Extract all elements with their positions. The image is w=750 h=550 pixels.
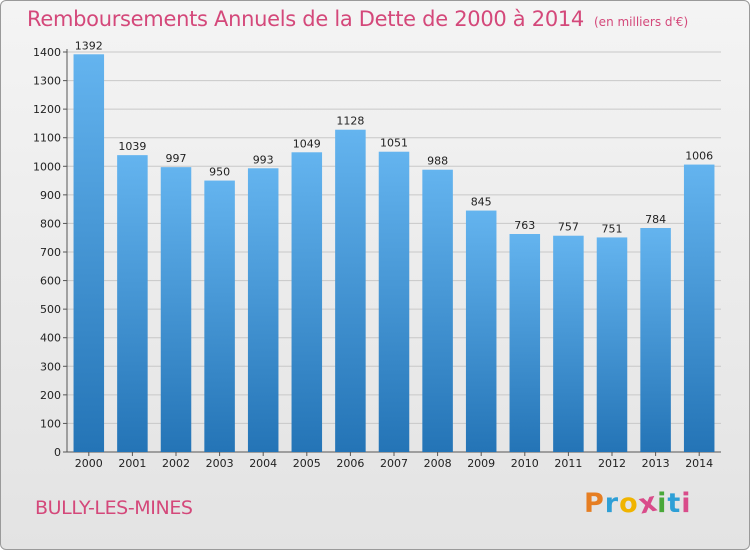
- data-label-2001: 1039: [118, 140, 146, 153]
- x-tick-label: 2001: [118, 457, 146, 470]
- x-tick-label: 2003: [206, 457, 234, 470]
- y-tick-label: 800: [40, 217, 61, 230]
- bar-2008: [422, 169, 453, 452]
- logo-letter: o: [619, 488, 639, 519]
- y-tick-label: 0: [54, 446, 61, 459]
- y-tick-label: 600: [40, 275, 61, 288]
- x-tick-label: 2009: [467, 457, 495, 470]
- data-label-2003: 950: [209, 166, 230, 179]
- data-label-2002: 997: [166, 152, 187, 165]
- chart-title-text: Remboursements Annuels de la Dette de 20…: [27, 7, 584, 31]
- logo-letter: P: [584, 488, 605, 519]
- bar-2011: [553, 235, 584, 452]
- bar-2012: [596, 237, 628, 452]
- x-tick-label: 2000: [75, 457, 103, 470]
- y-tick-label: 1200: [33, 103, 61, 116]
- bar-2007: [378, 151, 410, 452]
- x-tick-label: 2010: [511, 457, 539, 470]
- logo-letter: r: [604, 488, 620, 519]
- x-tick-label: 2012: [598, 457, 626, 470]
- data-label-2006: 1128: [336, 115, 364, 128]
- data-label-2005: 1049: [293, 137, 321, 150]
- bar-2001: [117, 155, 148, 452]
- y-tick-label: 100: [40, 417, 61, 430]
- data-label-2008: 988: [427, 155, 448, 168]
- chart-title: Remboursements Annuels de la Dette de 20…: [27, 7, 688, 31]
- bar-2006: [335, 129, 366, 452]
- x-tick-label: 2007: [380, 457, 408, 470]
- data-label-2011: 757: [558, 221, 579, 234]
- y-tick-label: 700: [40, 246, 61, 259]
- data-label-2000: 1392: [75, 39, 103, 52]
- data-label-2013: 784: [645, 213, 666, 226]
- y-tick-label: 1400: [33, 46, 61, 59]
- bar-2000: [73, 54, 105, 453]
- proxiti-logo: Proxiti: [584, 486, 692, 520]
- y-tick-label: 1000: [33, 160, 61, 173]
- x-tick-label: 2008: [424, 457, 452, 470]
- logo-letter: t: [667, 488, 682, 519]
- x-tick-label: 2013: [642, 457, 670, 470]
- bar-2014: [683, 164, 715, 453]
- bar-2009: [465, 210, 497, 452]
- x-tick-label: 2002: [162, 457, 190, 470]
- bar-2013: [640, 228, 671, 452]
- y-tick-label: 1100: [33, 132, 61, 145]
- bar-2010: [509, 234, 541, 452]
- logo-letter: i: [657, 488, 668, 519]
- bar-2002: [160, 167, 192, 452]
- city-name: BULLY-LES-MINES: [35, 497, 193, 519]
- x-tick-label: 2006: [336, 457, 364, 470]
- data-label-2004: 993: [253, 153, 274, 166]
- data-label-2014: 1006: [685, 150, 713, 163]
- y-tick-label: 1300: [33, 75, 61, 88]
- bar-2005: [291, 152, 323, 453]
- x-tick-label: 2004: [249, 457, 277, 470]
- data-label-2009: 845: [471, 196, 492, 209]
- y-tick-label: 200: [40, 389, 61, 402]
- bar-2003: [204, 180, 235, 453]
- data-label-2012: 751: [602, 222, 623, 235]
- x-tick-label: 2005: [293, 457, 321, 470]
- y-tick-label: 300: [40, 360, 61, 373]
- x-tick-label: 2014: [685, 457, 713, 470]
- y-tick-label: 500: [40, 303, 61, 316]
- chart-subtitle: (en milliers d'€): [594, 15, 689, 29]
- y-tick-label: 400: [40, 332, 61, 345]
- logo-letter: i: [681, 488, 692, 519]
- bar-2004: [247, 168, 279, 453]
- data-label-2007: 1051: [380, 137, 408, 150]
- data-label-2010: 763: [514, 219, 535, 232]
- x-tick-label: 2011: [554, 457, 582, 470]
- y-tick-label: 900: [40, 189, 61, 202]
